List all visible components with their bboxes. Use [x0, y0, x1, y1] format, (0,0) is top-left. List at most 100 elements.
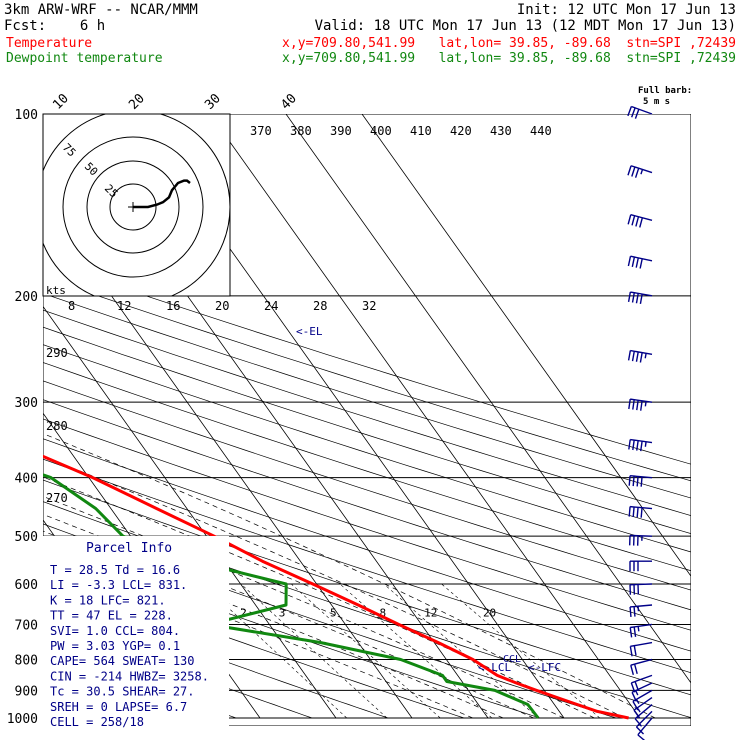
wind-barb-flag	[636, 217, 639, 227]
wind-barb-staff	[630, 643, 652, 647]
dewpoint-location: x,y=709.80,541.99 lat,lon= 39.85, -89.68…	[282, 51, 736, 66]
wind-barb-800	[631, 659, 652, 674]
pressure-label-500: 500	[15, 530, 38, 545]
moist-label-28: 28	[313, 299, 327, 313]
wind-barb-flag	[631, 683, 634, 692]
wind-barb-125	[628, 166, 652, 178]
wind-barb-flag	[635, 664, 638, 674]
wind-barb-flag	[633, 400, 634, 410]
dewpoint-legend: Dewpoint temperature	[6, 51, 163, 66]
parcel-row-0: T = 28.5 Td = 16.6	[50, 563, 180, 577]
wind-barb-half-flag	[645, 353, 646, 358]
wind-barb-750	[630, 643, 652, 657]
wind-barb-300	[629, 399, 652, 411]
parcel-row-7: CIN = -214 HWBZ= 3258.	[50, 669, 209, 683]
parcel-row-8: Tc = 30.5 SHEAR= 27.	[50, 685, 195, 699]
parcel-row-3: TT = 47 EL = 228.	[50, 609, 173, 623]
theta-low-label-270: 270	[46, 491, 68, 505]
moist-label-32: 32	[362, 299, 376, 313]
wind-barb-100	[628, 106, 652, 118]
wind-barb-flag	[629, 476, 630, 486]
wind-barb-flag	[630, 646, 632, 656]
theta-label-430: 430	[490, 124, 512, 138]
full-barb-units: 5 m s	[643, 97, 670, 107]
valid-time: Valid: 18 UTC Mon 17 Jun 13 (12 MDT Mon …	[315, 18, 736, 34]
isotherm-30	[210, 114, 640, 718]
temperature-label-30: 30	[202, 91, 224, 113]
wind-barb-flag	[635, 109, 638, 118]
pressure-label-1000: 1000	[7, 712, 38, 727]
el-marker: <-EL	[296, 325, 323, 338]
moist-label-12: 12	[117, 299, 131, 313]
wind-barb-flag	[636, 293, 638, 303]
wind-barb-half-flag	[636, 691, 638, 696]
parcel-title: Parcel Info	[86, 541, 172, 556]
wind-barb-flag	[633, 476, 634, 486]
parcel-row-10: CELL = 258/18	[50, 715, 144, 729]
wind-barb-flag	[636, 258, 638, 268]
temperature-label-20: 20	[126, 91, 148, 113]
pressure-label-800: 800	[15, 653, 38, 668]
wind-barb-flag	[629, 351, 631, 361]
parcel-row-1: LI = -3.3 LCL= 831.	[50, 578, 187, 592]
wind-barb-flag	[638, 735, 646, 740]
mixing-ratio-label-20: 20	[483, 606, 496, 619]
full-barb-label: Full barb:	[638, 86, 692, 96]
theta-low-label-290: 290	[46, 346, 68, 360]
wind-barb-half-flag	[645, 442, 646, 447]
parcel-row-5: PW = 3.03 YGP= 0.1	[50, 639, 180, 653]
wind-barb-flag	[641, 508, 642, 518]
theta-low-label-280: 280	[46, 419, 68, 433]
mixing-ratio-label-3: 3	[279, 606, 286, 619]
theta-label-370: 370	[250, 124, 272, 138]
wind-barb-flag	[636, 168, 639, 178]
wind-barb-flag	[636, 352, 638, 362]
model-title: 3km ARW-WRF -- NCAR/MMM	[4, 2, 198, 18]
wind-barb-200	[629, 292, 652, 304]
wind-barb-flag	[630, 607, 631, 617]
wind-barb-flag	[634, 646, 636, 656]
wind-barb-half-flag	[645, 401, 646, 406]
wind-barb-flag	[640, 218, 643, 228]
theta-label-400: 400	[370, 124, 392, 138]
pressure-label-300: 300	[15, 396, 38, 411]
pressure-label-900: 900	[15, 684, 38, 699]
kts-label: kts	[46, 284, 66, 297]
wind-barb-flag	[632, 257, 634, 267]
wind-barb-1000	[638, 718, 652, 740]
theta-label-440: 440	[530, 124, 552, 138]
theta-label-390: 390	[330, 124, 352, 138]
temperature-legend: Temperature	[6, 36, 92, 51]
parcel-row-4: SVI= 1.0 CCL= 804.	[50, 624, 180, 638]
wind-barb-half-flag	[638, 626, 639, 631]
wind-barb-half-flag	[641, 169, 643, 174]
wind-barb-flag	[628, 256, 630, 266]
init-time: Init: 12 UTC Mon 17 Jun 13	[517, 2, 736, 18]
forecast-hour: Fcst: 6 h	[4, 18, 105, 34]
parcel-row-2: K = 18 LFC= 821.	[50, 593, 166, 607]
wind-barb-flag	[637, 476, 638, 486]
parcel-info-panel: Parcel Info T = 28.5 Td = 16.6LI = -3.3 …	[43, 536, 229, 729]
wind-barb-700	[630, 624, 652, 637]
wind-barb-250	[629, 351, 652, 363]
wind-barb-flag	[632, 108, 635, 117]
pressure-label-400: 400	[15, 472, 38, 487]
temperature-location: x,y=709.80,541.99 lat,lon= 39.85, -89.68…	[282, 36, 736, 51]
wind-barb-staff	[638, 718, 652, 735]
theta-label-380: 380	[290, 124, 312, 138]
wind-barb-flag	[630, 628, 631, 638]
wind-barb-flag	[640, 353, 642, 363]
wind-barb-flag	[637, 507, 638, 517]
wind-barb-flag	[633, 293, 635, 303]
wind-barb-flag	[633, 351, 635, 361]
moist-label-16: 16	[166, 299, 180, 313]
wind-barb-flag	[641, 477, 642, 487]
wind-barb-flag	[633, 440, 634, 450]
wind-barb-flag	[634, 627, 635, 637]
wind-barb-flag	[629, 399, 630, 409]
mixing-ratio-label-12: 12	[424, 606, 437, 619]
isotherm-40	[286, 114, 716, 718]
